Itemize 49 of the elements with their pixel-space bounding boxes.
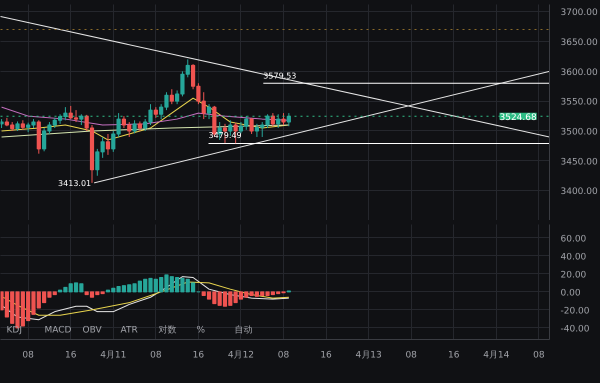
candlestick xyxy=(276,114,280,129)
y-tick-label: 60.00 xyxy=(560,234,587,244)
candlestick xyxy=(15,120,20,132)
annotation: % xyxy=(196,326,206,336)
candlestick xyxy=(206,104,212,120)
candlestick xyxy=(170,88,174,105)
y-tick-label: 40.00 xyxy=(560,252,587,262)
x-tick-label: 08 xyxy=(150,350,162,360)
y-tick-label: 3450.00 xyxy=(560,157,598,168)
y-tick-label: 3500.00 xyxy=(560,127,598,138)
annotation: ATR xyxy=(120,326,138,336)
x-tick-label: 4月11 xyxy=(100,350,126,360)
x-tick-label: 16 xyxy=(448,350,460,360)
candlestick xyxy=(281,112,286,126)
x-tick-label: 4月14 xyxy=(483,350,510,360)
y-tick-label: 0.00 xyxy=(560,288,581,298)
x-tick-label: 08 xyxy=(533,350,545,360)
annotation: 自动 xyxy=(234,324,252,336)
candlestick xyxy=(106,133,110,156)
candlestick xyxy=(20,120,25,130)
candlestick xyxy=(63,106,68,121)
y-tick-label: 3650.00 xyxy=(560,38,598,48)
annotation: 对数 xyxy=(158,324,176,336)
candlestick xyxy=(79,114,84,126)
candlestick xyxy=(138,120,142,132)
candlestick xyxy=(132,120,137,134)
annotation: MACD xyxy=(44,326,72,336)
candlestick xyxy=(270,112,275,127)
y-tick-label: 3550.00 xyxy=(560,98,598,108)
annotation: 3413.01 xyxy=(58,178,92,188)
annotation: OBV xyxy=(82,326,102,336)
x-tick-label: 08 xyxy=(405,350,418,360)
x-tick-label: 4月13 xyxy=(356,350,382,360)
x-tick-label: 16 xyxy=(192,350,204,360)
y-tick-label: 20.00 xyxy=(560,270,587,280)
x-tick-label: 08 xyxy=(278,350,290,360)
x-tick-label: 16 xyxy=(320,350,332,360)
annotation: KDJ xyxy=(6,326,22,336)
y-tick-label: 3400.00 xyxy=(560,187,598,198)
y-tick-label: 3700.00 xyxy=(560,8,598,18)
x-tick-label: 4月12 xyxy=(228,350,254,360)
candlestick xyxy=(286,112,291,127)
candlestick xyxy=(154,106,158,118)
y-tick-label: -20.00 xyxy=(560,306,590,316)
y-tick-label: -40.00 xyxy=(560,324,590,334)
y-tick-label: 3600.00 xyxy=(560,68,598,78)
x-tick-label: 16 xyxy=(64,350,77,360)
candlestick xyxy=(249,117,254,134)
x-tick-label: 08 xyxy=(22,350,34,360)
